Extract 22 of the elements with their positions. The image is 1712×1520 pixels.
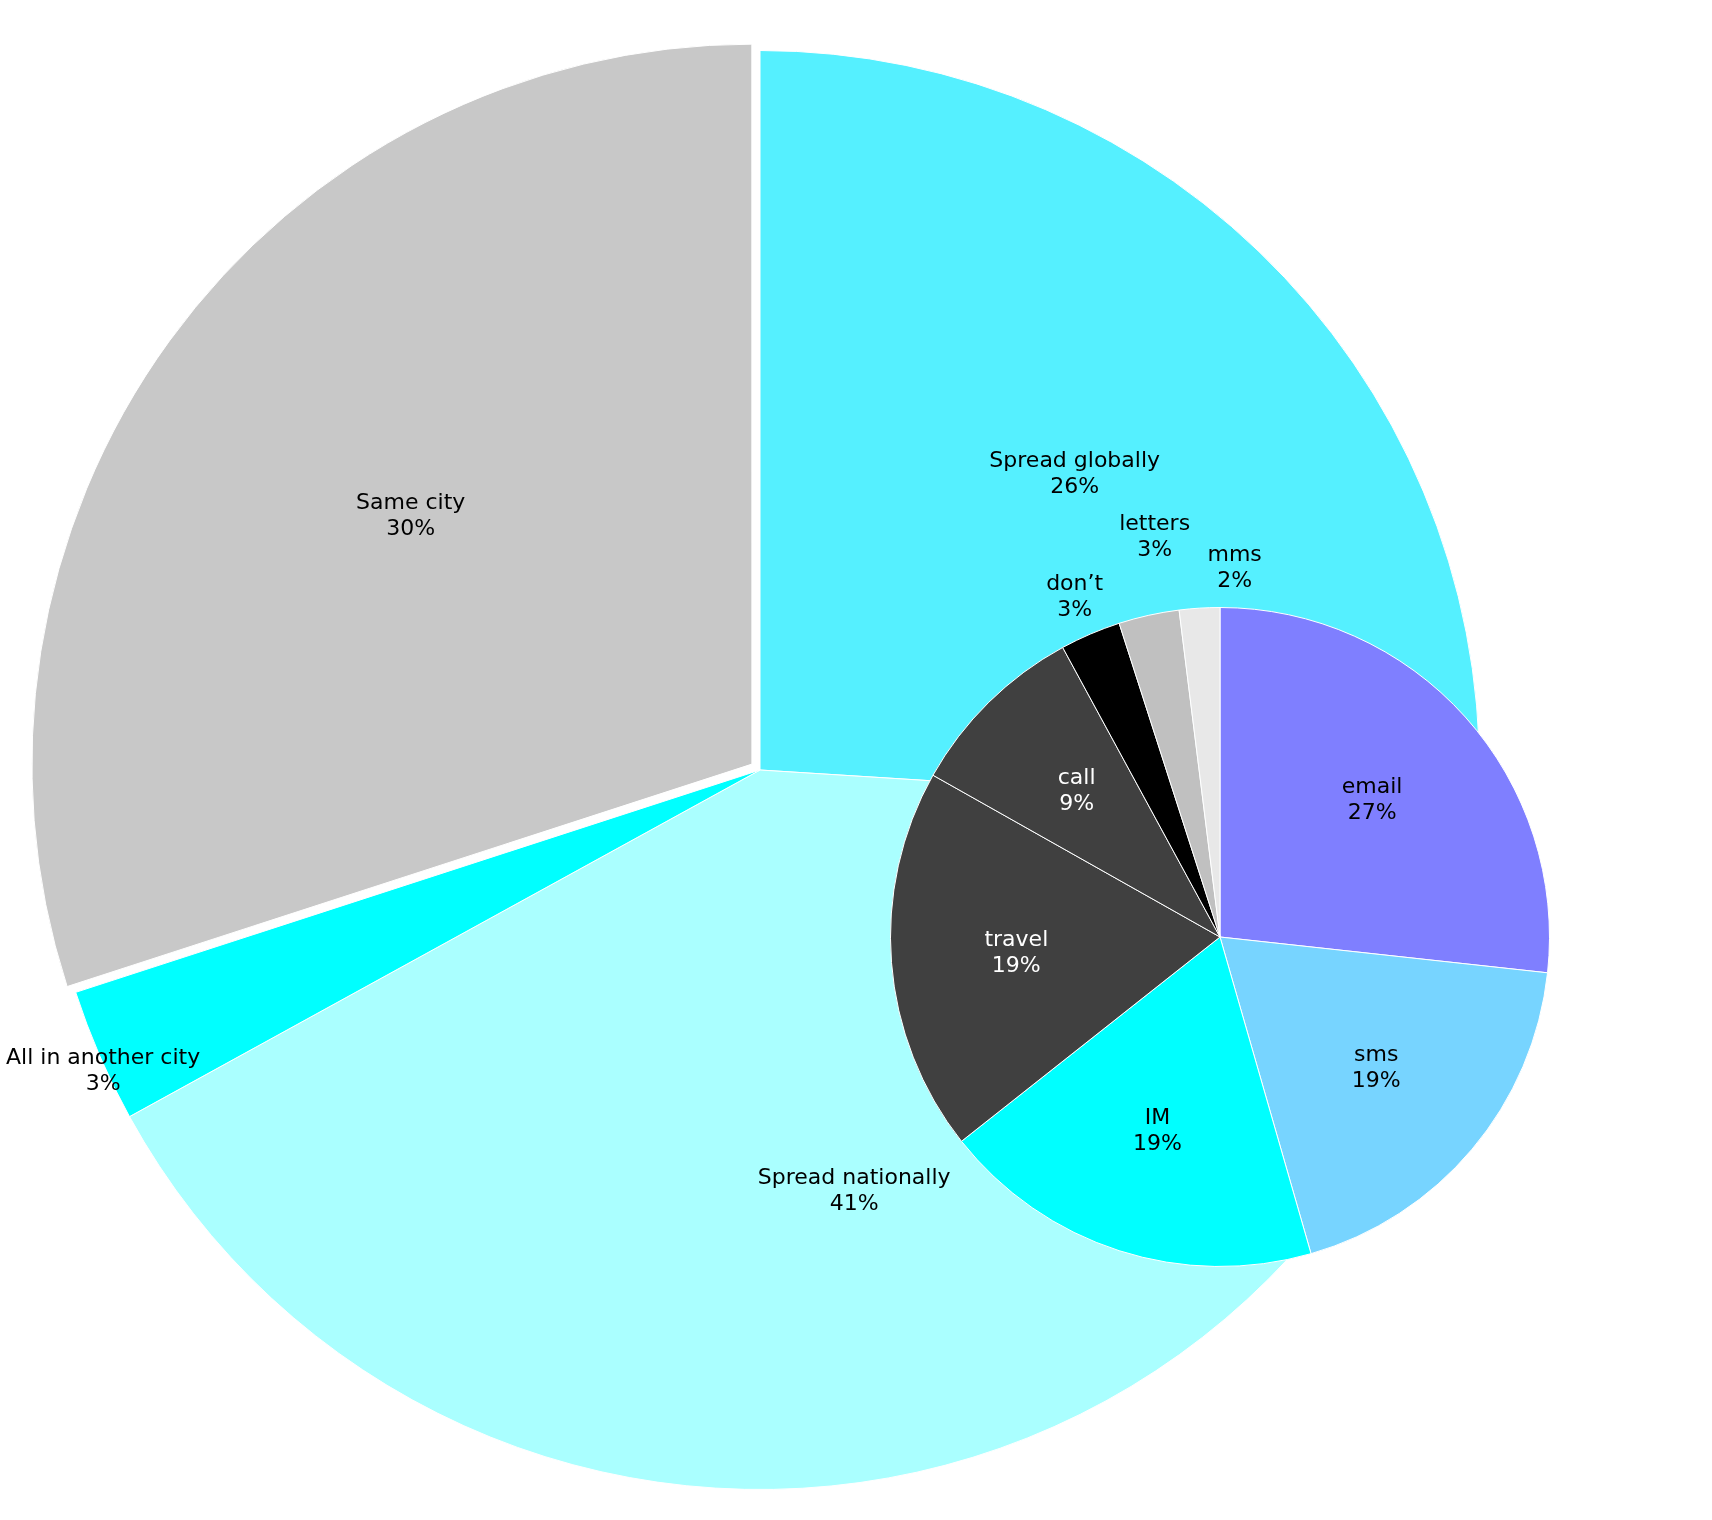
slice-label: mms	[1207, 540, 1262, 566]
slice-label: sms	[1354, 1041, 1399, 1067]
data-label: 19%	[991, 951, 1041, 977]
slice-label: IM	[1144, 1104, 1171, 1130]
slice-label: Same city	[356, 488, 466, 514]
slice-label: don’t	[1046, 570, 1104, 596]
data-label: 41%	[829, 1190, 879, 1216]
data-label: 3%	[1057, 596, 1093, 622]
slice-label: email	[1341, 773, 1403, 799]
data-label: 9%	[1059, 790, 1095, 816]
slice-label: letters	[1119, 509, 1191, 535]
data-label: 27%	[1347, 799, 1397, 825]
data-label: 19%	[1133, 1130, 1182, 1156]
slice-label: call	[1057, 764, 1096, 790]
data-label: 19%	[1351, 1067, 1401, 1093]
data-label: 2%	[1217, 566, 1253, 592]
data-label: 3%	[1137, 535, 1173, 561]
data-label: 30%	[386, 514, 436, 540]
data-label: 26%	[1050, 473, 1100, 499]
slice-label: Spread nationally	[757, 1164, 951, 1190]
slice-label: travel	[984, 925, 1049, 951]
slice-label: Spread globally	[989, 447, 1161, 473]
